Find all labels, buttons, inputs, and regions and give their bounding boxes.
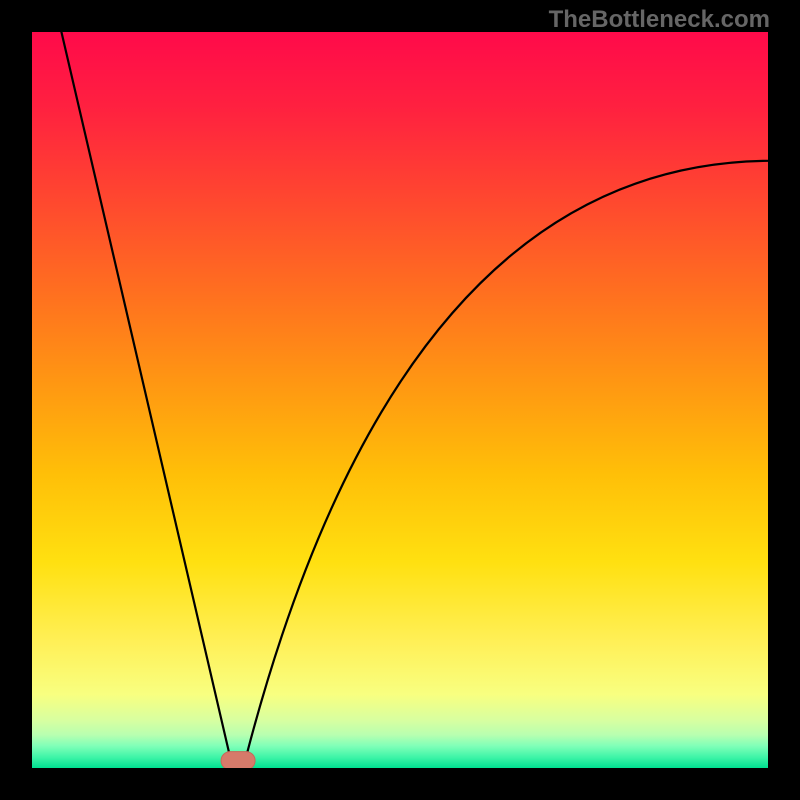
bottleneck-chart	[0, 0, 800, 800]
watermark-text: TheBottleneck.com	[549, 6, 770, 34]
optimal-marker	[221, 752, 255, 770]
chart-container: TheBottleneck.com	[0, 0, 800, 800]
plot-background	[32, 32, 768, 768]
